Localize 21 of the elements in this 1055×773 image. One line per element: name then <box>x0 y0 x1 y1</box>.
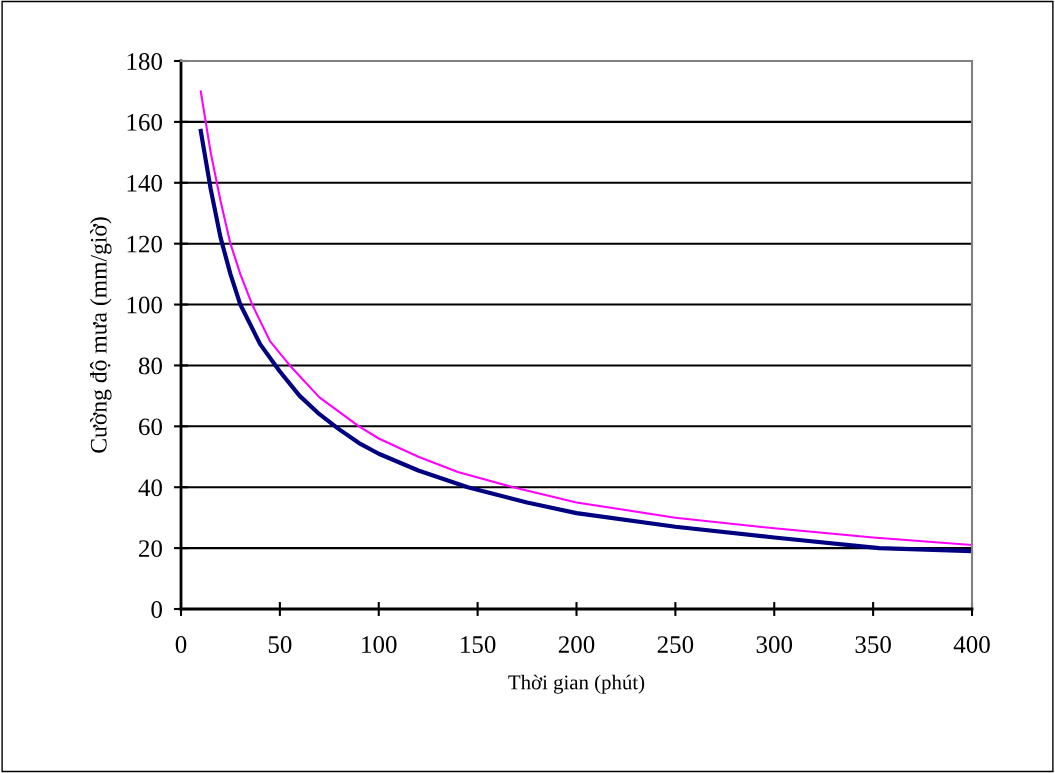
x-tick-label: 300 <box>756 636 793 653</box>
x-tick-label: 400 <box>953 636 990 653</box>
x-tick-label: 50 <box>268 636 292 653</box>
y-tick-label: 180 <box>127 53 162 70</box>
x-tick-label: 150 <box>461 636 496 653</box>
x-tick-label: 350 <box>855 636 891 653</box>
y-tick-label: 160 <box>127 113 162 131</box>
y-tick-label: 100 <box>127 296 162 314</box>
x-tick-label: 250 <box>657 636 694 653</box>
x-tick-label: 200 <box>558 636 595 653</box>
y-axis-title: Cường độ mưa (mm/giờ) <box>90 217 112 453</box>
x-tick-label: 0 <box>175 636 187 653</box>
x-tick-label: 100 <box>362 636 397 653</box>
y-tick-label: 0 <box>151 601 162 618</box>
y-tick-label: 40 <box>138 479 162 497</box>
y-tick-label: 120 <box>127 235 162 253</box>
y-tick-label: 20 <box>139 540 162 558</box>
x-axis-title: Thời gian (phút) <box>508 674 645 694</box>
y-tick-label: 80 <box>138 357 162 375</box>
y-tick-label: 140 <box>127 174 162 192</box>
y-tick-label: 60 <box>139 418 162 436</box>
